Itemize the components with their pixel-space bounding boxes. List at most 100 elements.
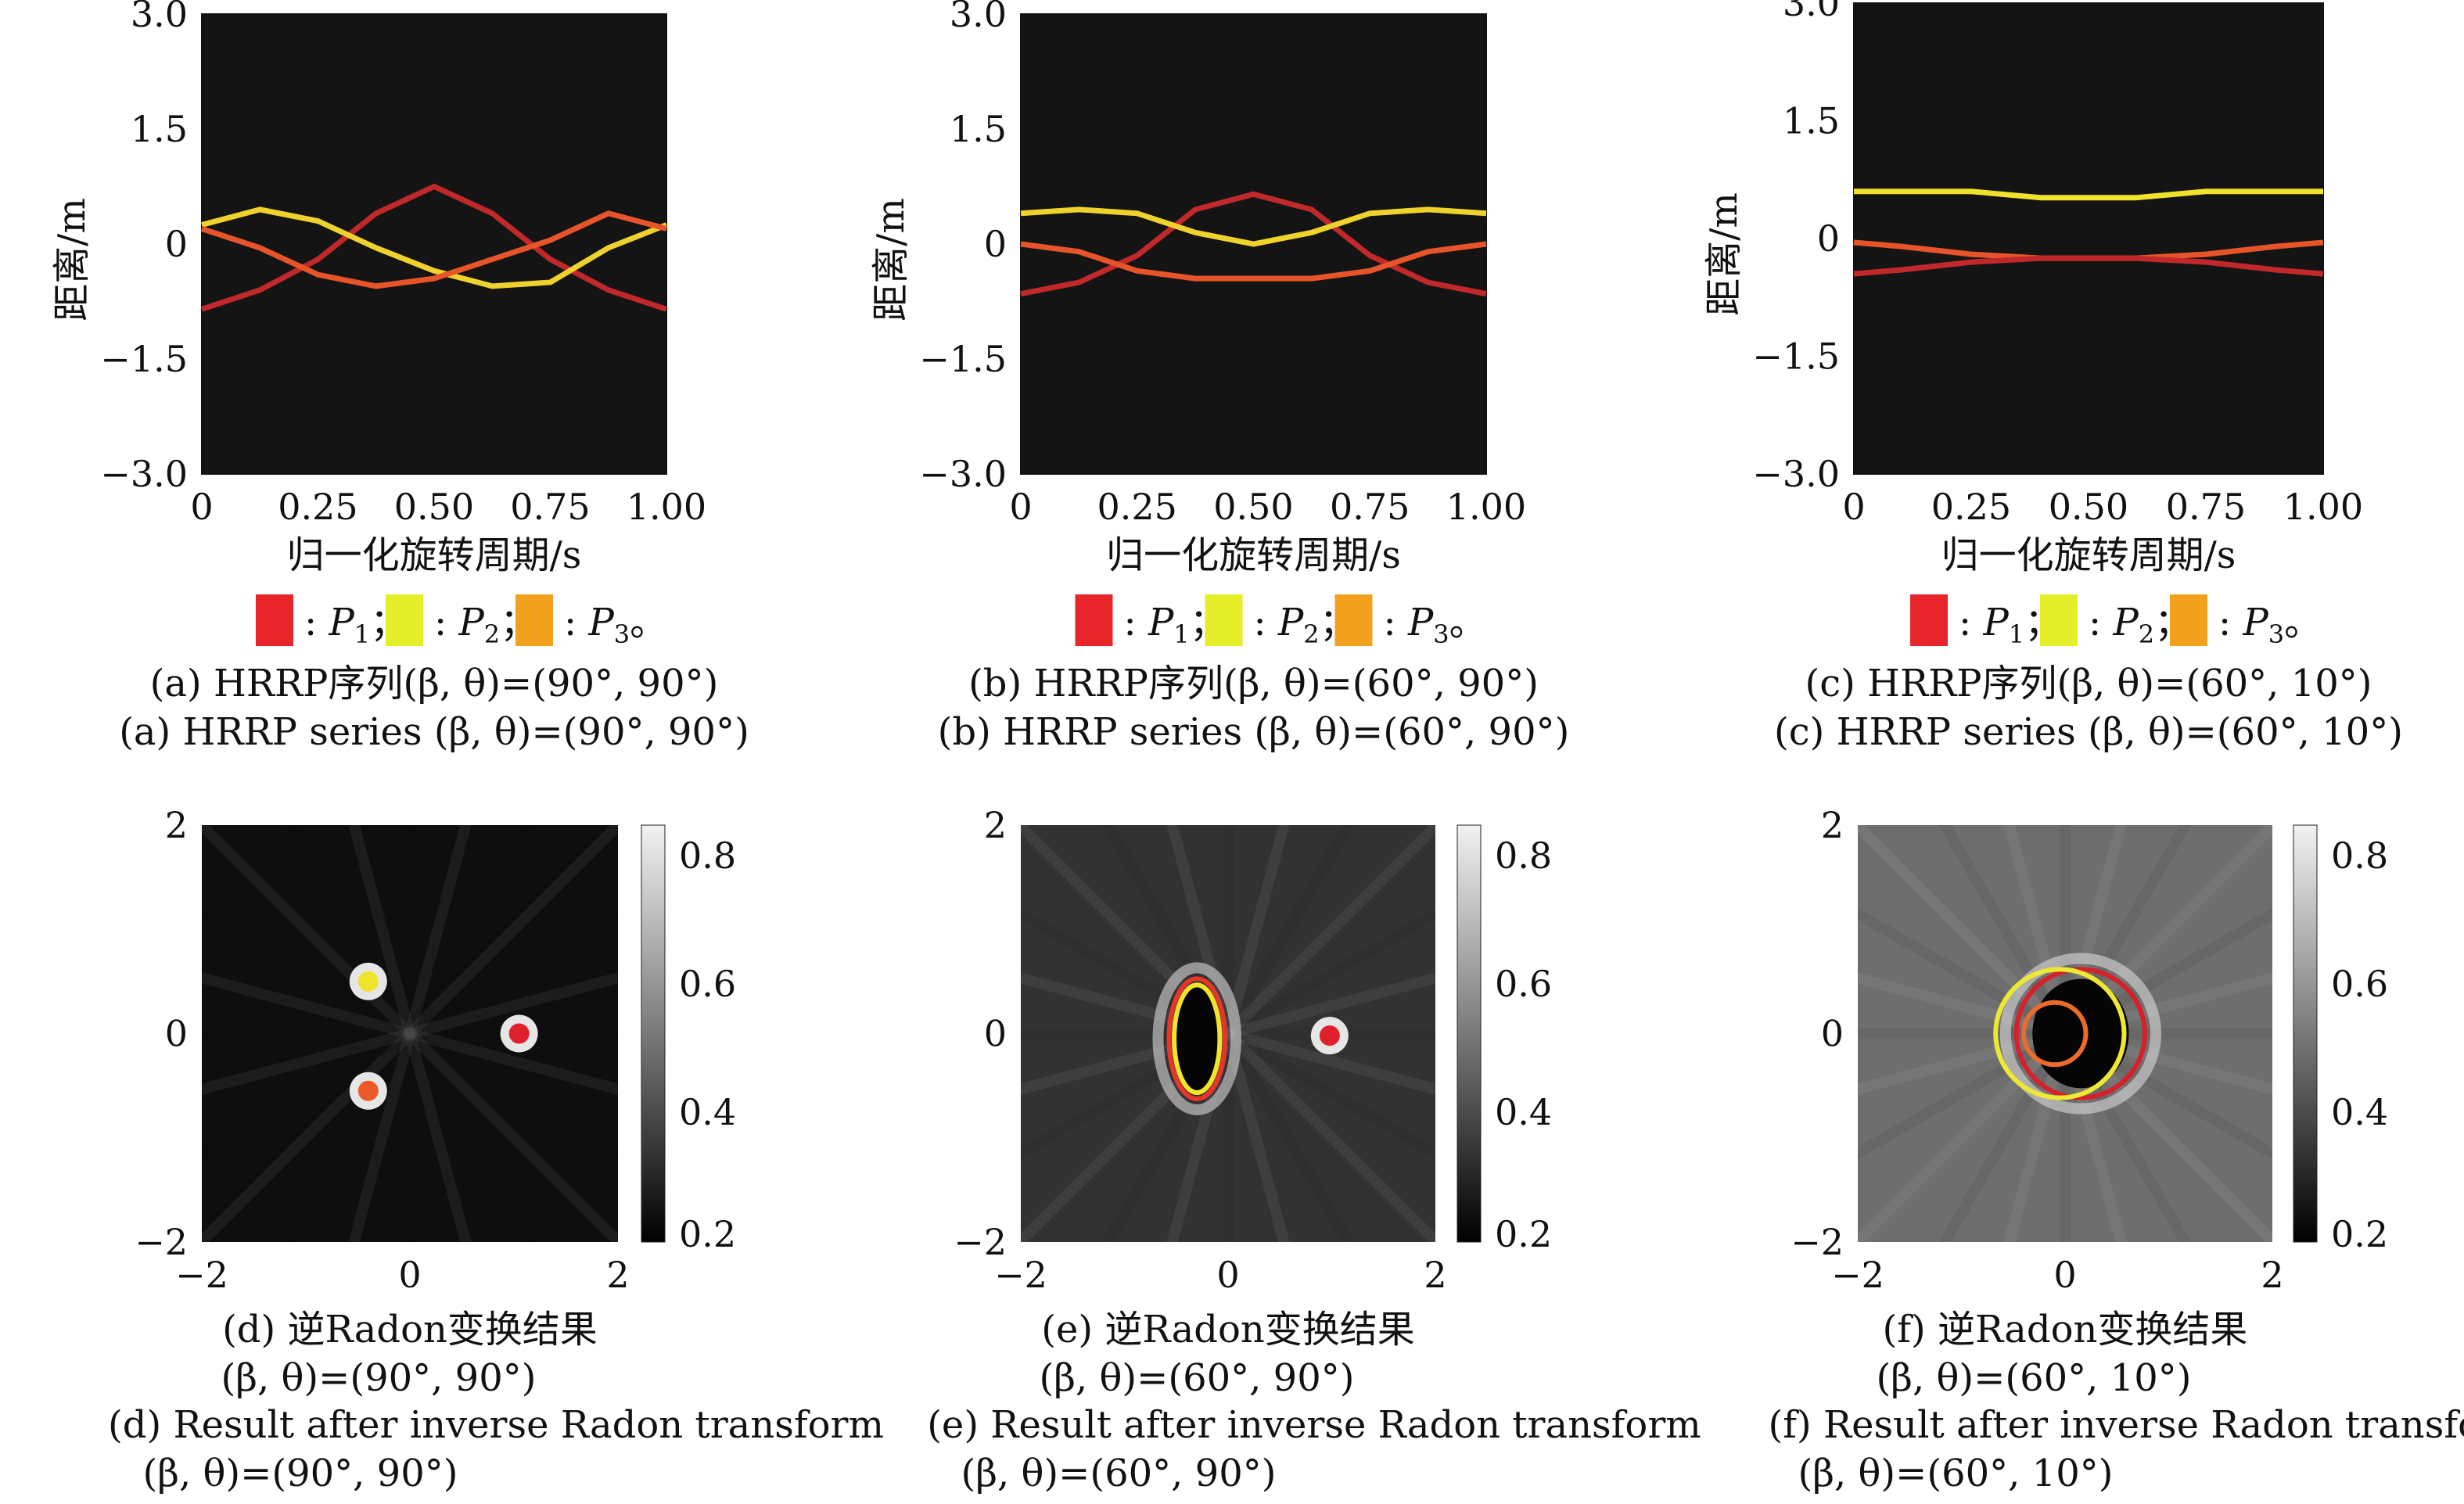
legend-swatch-p2 [386,594,423,646]
legend-subscript: 1 [1173,619,1189,649]
legend-colon: : [2218,601,2243,644]
x-tick-label: 1.00 [2283,486,2363,528]
colorbar-tick-label: 0.8 [679,835,736,877]
x-tick-label: 0 [398,1254,421,1296]
legend-symbol: P [458,601,484,644]
y-tick-label: −2 [135,1221,188,1263]
ring-core [2032,978,2129,1089]
y-tick-label: 2 [165,804,188,846]
x-tick-label: 0 [2053,1254,2076,1296]
streak [202,971,618,1096]
streak [1021,825,1435,1242]
y-tick-label: 0 [165,223,188,265]
colorbar-tick-label: 0.6 [2331,963,2388,1005]
streak [1166,825,1290,1242]
caption-params: (β, θ)=(60°, 90°) [961,1452,1277,1495]
hrrp-panel-a: 3.01.50−1.5−3.00 0.25 0.50 0.75 1.00归一化旋转周期/… [50,0,749,754]
legend-subscript: 1 [354,619,370,649]
legend-separator: 。 [1449,601,1487,644]
legend-colon: : [1124,601,1148,644]
plot-area [201,13,667,475]
streak [283,825,537,1242]
caption-en: (d) Result after inverse Radon transform [108,1403,884,1447]
y-tick-label: 0 [984,223,1007,265]
legend-symbol: P [1148,601,1174,644]
series-line-3 [200,210,667,289]
caption-en: (f) Result after inverse Radon transform [1769,1403,2464,1447]
caption-params: (β, θ)=(90°, 90°) [221,1356,537,1400]
caption-prefix: (b) HRRP序列( [968,662,1238,705]
colorbar-tick-label: 0.8 [1495,835,1552,877]
streak [1021,907,1435,1160]
caption-params: (β, θ)=(90°, 90°) [143,1452,458,1495]
legend-subscript: 3 [1433,619,1449,649]
series-line-1 [200,183,668,312]
streak [283,825,537,1242]
x-tick-label: 0.25 [1097,486,1177,528]
y-tick-label: 1.5 [950,108,1007,150]
y-tick-label: 2 [1821,804,1844,846]
scatterer-point-3 [508,1023,530,1044]
x-tick-label: 1.00 [1446,486,1526,528]
legend-subscript: 1 [2009,619,2024,649]
scatterer-ring-3 [2021,1000,2089,1068]
legend-swatch-p3 [1334,594,1373,646]
x-tick-label: 2 [606,1254,629,1296]
y-tick-label: 3.0 [1783,0,1840,24]
hrrp-panel-b: 3.01.50−1.5−3.00 0.25 0.50 0.75 1.00归一化旋转周期/… [869,0,1569,754]
legend-swatch-p2 [2040,594,2078,646]
y-tick-label: −3.0 [919,453,1007,495]
legend-symbol: P [587,601,614,644]
x-tick-label: −2 [1831,1254,1884,1296]
legend-colon: : [434,601,458,644]
streak [348,825,472,1242]
x-axis-label: 归一化旋转周期/s [1941,533,2236,577]
colorbar-tick-label: 0.2 [679,1213,736,1255]
radon-panel-d: 2 0 −2−2 0 2 0.8 0.6 0.4 0.2 (d) 逆Radon变换结果 (β, θ)… [108,804,884,1495]
legend-subscript: 2 [2139,619,2154,649]
caption-params: β, θ)=(60°, 90°) [1238,662,1539,705]
scatterer-point-1 [1319,1025,1340,1046]
y-axis-label: 距离/m [869,198,913,321]
x-tick-label: 0.50 [394,486,474,528]
caption-en: (e) Result after inverse Radon transform [927,1403,1701,1447]
colorbar-tick-label: 0.6 [1495,963,1552,1005]
y-tick-label: −1.5 [919,338,1007,380]
y-tick-label: 1.5 [131,108,188,150]
legend-swatch-p3 [515,594,553,646]
x-tick-label: 0.50 [2049,486,2128,528]
y-tick-label: 3.0 [131,0,188,35]
x-tick-label: 2 [1424,1254,1446,1296]
legend-swatch-p1 [1910,594,1948,646]
plot-area [1853,2,2324,475]
streak [202,906,618,1161]
legend-symbol: P [328,601,354,644]
legend-subscript: 2 [1303,619,1319,649]
colorbar-tick-label: 0.4 [679,1091,736,1133]
legend-symbol: P [2242,601,2268,644]
legend-colon: : [2089,601,2113,644]
streak [1101,825,1355,1242]
colorbar-tick-label: 0.2 [2331,1213,2388,1255]
legend-colon: : [1959,601,1983,644]
streaks [202,825,618,1242]
caption-params: (β, θ)=(60°, 10°) [1798,1452,2114,1495]
hrrp-panel-c: 3.01.50−1.5−3.00 0.25 0.50 0.75 1.00归一化旋转周期/… [1702,0,2403,754]
caption-params: β, θ)=(90°, 90°) [418,662,718,705]
y-tick-label: 3.0 [950,0,1007,35]
streak [1021,825,1435,1242]
y-tick-label: 0 [1817,217,1840,260]
x-tick-label: 0.75 [510,486,590,528]
colorbar-tick-label: 0.6 [679,963,736,1005]
streak [1021,907,1435,1160]
y-tick-label: 1.5 [1783,100,1840,142]
streak [202,971,618,1096]
caption-cn: (b) HRRP序列(β, θ)=(60°, 90°) [968,662,1539,705]
scatterer-ring-1 [1166,976,1228,1102]
x-tick-label: 2 [2261,1254,2283,1296]
legend-swatch-p2 [1205,594,1243,646]
scatterer-point-2 [357,1080,379,1101]
y-axis-label: 距离/m [1702,192,1746,316]
y-tick-label: 0 [1821,1013,1844,1055]
caption-cn: (c) HRRP序列(β, θ)=(60°, 10°) [1805,662,2372,705]
